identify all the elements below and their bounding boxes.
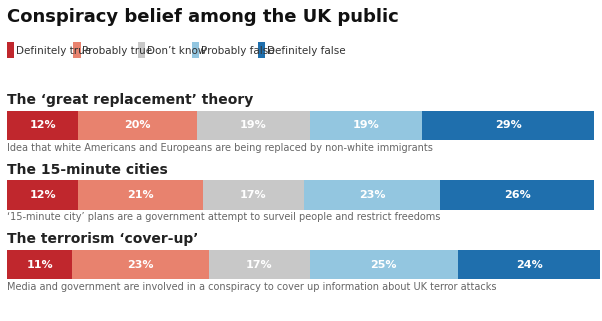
Text: 29%: 29% <box>495 120 522 130</box>
Text: 26%: 26% <box>504 190 530 200</box>
Text: 20%: 20% <box>125 120 151 130</box>
Text: The 15-minute cities: The 15-minute cities <box>7 163 168 177</box>
Text: 12%: 12% <box>29 120 56 130</box>
Bar <box>197 111 309 140</box>
Text: Probably true: Probably true <box>82 46 152 56</box>
Text: 21%: 21% <box>128 190 154 200</box>
Text: The terrorism ‘cover-up’: The terrorism ‘cover-up’ <box>7 232 199 247</box>
Text: Definitely true: Definitely true <box>16 46 92 56</box>
Bar <box>203 180 303 210</box>
Bar <box>303 180 440 210</box>
Bar <box>7 250 72 279</box>
Text: Probably false: Probably false <box>201 46 275 56</box>
Bar <box>78 111 197 140</box>
Bar <box>458 250 600 279</box>
Bar <box>78 180 203 210</box>
Bar <box>209 250 309 279</box>
Text: 24%: 24% <box>516 259 542 270</box>
Bar <box>7 111 78 140</box>
Text: The ‘great replacement’ theory: The ‘great replacement’ theory <box>7 93 253 107</box>
Text: 19%: 19% <box>240 120 267 130</box>
Bar <box>422 111 594 140</box>
Text: Media and government are involved in a conspiracy to cover up information about : Media and government are involved in a c… <box>7 282 497 292</box>
Bar <box>309 250 458 279</box>
Bar <box>72 250 209 279</box>
Bar <box>440 180 594 210</box>
Text: Idea that white Americans and Europeans are being replaced by non-white immigran: Idea that white Americans and Europeans … <box>7 143 433 153</box>
Text: 23%: 23% <box>359 190 385 200</box>
Bar <box>7 180 78 210</box>
Text: ‘15-minute city’ plans are a government attempt to surveil people and restrict f: ‘15-minute city’ plans are a government … <box>7 213 441 222</box>
Text: Conspiracy belief among the UK public: Conspiracy belief among the UK public <box>7 8 399 26</box>
Text: 11%: 11% <box>26 259 53 270</box>
Text: Definitely false: Definitely false <box>267 46 346 56</box>
Text: 17%: 17% <box>240 190 267 200</box>
Text: 12%: 12% <box>29 190 56 200</box>
Text: 19%: 19% <box>353 120 379 130</box>
Text: 23%: 23% <box>128 259 154 270</box>
Bar <box>309 111 423 140</box>
Text: 25%: 25% <box>370 259 397 270</box>
Text: 17%: 17% <box>246 259 273 270</box>
Text: Don’t know: Don’t know <box>147 46 206 56</box>
